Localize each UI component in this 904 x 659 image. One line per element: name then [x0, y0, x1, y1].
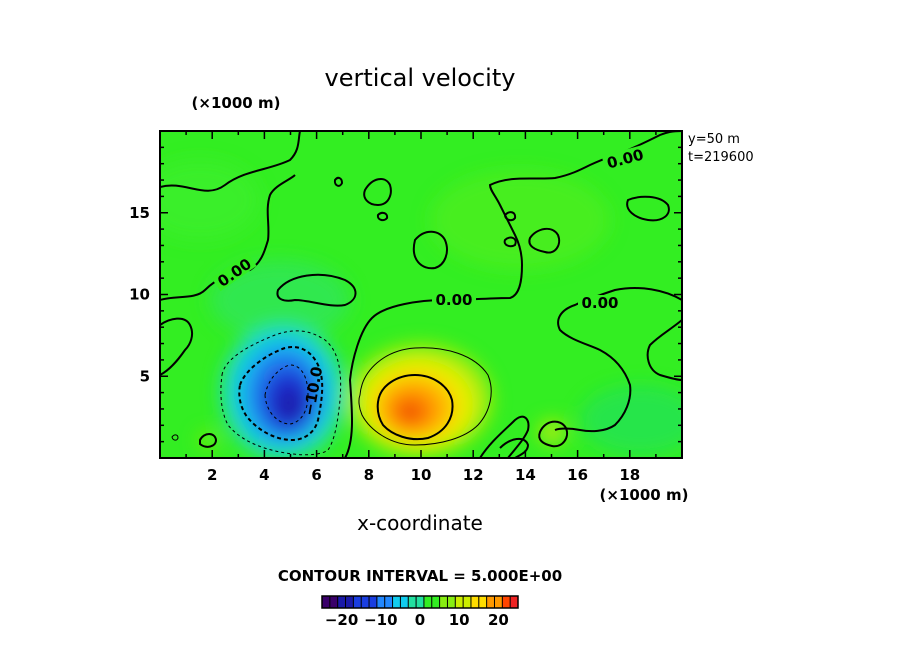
colorbar-segment: [463, 596, 472, 608]
colorbar-tick-label: 10: [449, 611, 470, 629]
colorbar-segment: [369, 596, 378, 608]
colorbar-segment: [337, 596, 347, 608]
axis-ticks: 2 4 6 8 10 12 14 16 18 5 10 15: [129, 131, 682, 484]
colorbar-segment: [416, 596, 425, 608]
colorbar-segment: [478, 596, 488, 608]
y-tick-label: 10: [129, 286, 150, 304]
y-tick-label: 15: [129, 204, 150, 222]
colorbar-segment: [510, 596, 519, 608]
contour-interval: CONTOUR INTERVAL = 5.000E+00: [278, 567, 562, 585]
y-axis-unit: (×1000 m): [192, 94, 281, 112]
x-tick-label: 10: [411, 466, 432, 484]
x-tick-label: 2: [207, 466, 217, 484]
colorbar-tick-label: 20: [488, 611, 509, 629]
colorbar-segment: [447, 596, 456, 608]
x-tick-label: 6: [311, 466, 321, 484]
contour-label: 0.00: [435, 291, 472, 309]
colorbar-segment: [353, 596, 362, 608]
info-line-t: t=219600: [688, 150, 754, 165]
colorbar-segment: [439, 596, 448, 608]
colorbar-segment: [376, 596, 386, 608]
x-axis-title: x-coordinate: [357, 511, 483, 535]
colorbar-segment: [322, 596, 331, 608]
colorbar-segment: [408, 596, 417, 608]
velocity-field: 0.00 0.00 0.00 0.00 −10.0: [160, 131, 682, 458]
colorbar-tick-label: 0: [415, 611, 425, 629]
colorbar-frame: [321, 595, 519, 609]
colorbar-segment: [345, 596, 354, 608]
colorbar-segment: [470, 596, 480, 608]
contour-label: 0.00: [581, 294, 618, 312]
x-tick-label: 4: [259, 466, 269, 484]
x-tick-label: 16: [567, 466, 588, 484]
info-line-y: y=50 m: [688, 132, 740, 147]
colorbar-segment: [329, 596, 339, 608]
colorbar-segment: [486, 596, 495, 608]
colorbar-tick-label: −20: [325, 611, 358, 629]
x-tick-label: 12: [463, 466, 484, 484]
colorbar-segment: [423, 596, 433, 608]
x-tick-label: 18: [619, 466, 640, 484]
colorbar-segment: [431, 596, 441, 608]
x-tick-label: 8: [364, 466, 374, 484]
x-axis-unit: (×1000 m): [600, 486, 689, 504]
colorbar-segment: [384, 596, 394, 608]
colorbar-segment: [392, 596, 401, 608]
colorbar-tick-label: −10: [364, 611, 397, 629]
chart-title: vertical velocity: [325, 64, 516, 92]
colorbar-segment: [502, 596, 511, 608]
colorbar: −20 −10 0 10 20: [321, 595, 519, 629]
y-tick-label: 5: [140, 367, 150, 385]
colorbar-segment: [400, 596, 409, 608]
colorbar-segment: [494, 596, 503, 608]
x-tick-label: 14: [515, 466, 536, 484]
colorbar-segment: [361, 596, 370, 608]
colorbar-segment: [455, 596, 464, 608]
